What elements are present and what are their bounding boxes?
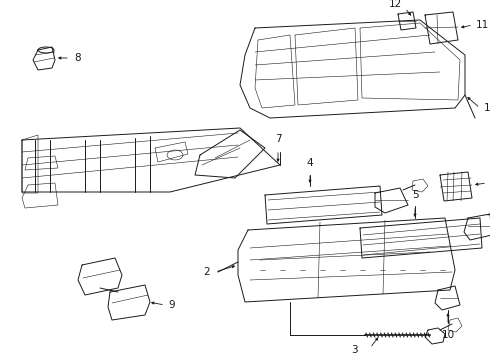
Text: 4: 4 — [307, 158, 313, 168]
Text: 9: 9 — [168, 300, 174, 310]
Text: 7: 7 — [275, 134, 281, 144]
Text: 10: 10 — [441, 330, 455, 340]
Text: 5: 5 — [412, 190, 418, 200]
Text: 2: 2 — [203, 267, 210, 277]
Text: 8: 8 — [74, 53, 81, 63]
Text: 11: 11 — [476, 20, 489, 30]
Text: 3: 3 — [351, 345, 358, 355]
Text: 12: 12 — [389, 0, 402, 9]
Text: 1: 1 — [484, 103, 490, 113]
